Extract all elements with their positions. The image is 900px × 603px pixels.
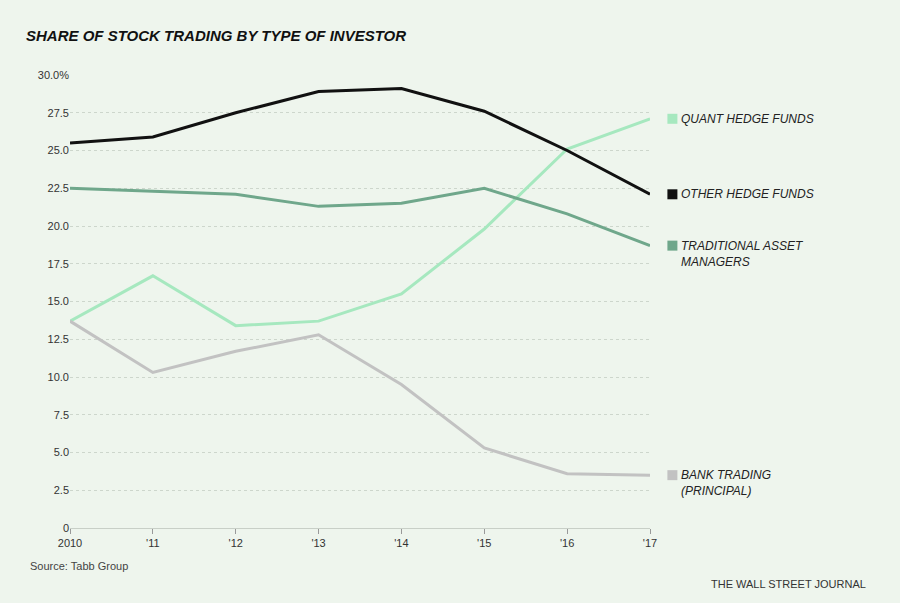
svg-text:SHARE OF STOCK TRADING BY TYPE: SHARE OF STOCK TRADING BY TYPE OF INVEST… [26, 27, 406, 44]
svg-text:THE WALL STREET JOURNAL: THE WALL STREET JOURNAL [711, 578, 866, 590]
svg-text:'17: '17 [643, 537, 657, 549]
svg-text:'12: '12 [229, 537, 243, 549]
svg-text:7.5: 7.5 [54, 409, 69, 421]
svg-text:20.0: 20.0 [48, 220, 69, 232]
svg-text:2010: 2010 [58, 537, 82, 549]
svg-text:'11: '11 [146, 537, 160, 549]
svg-text:10.0: 10.0 [48, 371, 69, 383]
svg-text:'15: '15 [477, 537, 491, 549]
svg-text:0: 0 [63, 522, 69, 534]
svg-text:'14: '14 [394, 537, 408, 549]
svg-text:'13: '13 [311, 537, 325, 549]
svg-text:12.5: 12.5 [48, 333, 69, 345]
svg-text:'16: '16 [560, 537, 574, 549]
svg-text:BANK TRADING(PRINCIPAL): BANK TRADING(PRINCIPAL) [681, 468, 771, 498]
svg-text:OTHER HEDGE FUNDS: OTHER HEDGE FUNDS [681, 187, 814, 201]
svg-text:17.5: 17.5 [48, 258, 69, 270]
svg-text:TRADITIONAL ASSETMANAGERS: TRADITIONAL ASSETMANAGERS [681, 239, 804, 269]
svg-text:27.5: 27.5 [48, 107, 69, 119]
svg-text:QUANT HEDGE FUNDS: QUANT HEDGE FUNDS [681, 112, 814, 126]
svg-text:15.0: 15.0 [48, 295, 69, 307]
svg-text:22.5: 22.5 [48, 182, 69, 194]
svg-text:5.0: 5.0 [54, 446, 69, 458]
svg-text:25.0: 25.0 [48, 144, 69, 156]
svg-text:30.0%: 30.0% [38, 69, 69, 81]
svg-text:Source: Tabb Group: Source: Tabb Group [30, 560, 128, 572]
svg-text:2.5: 2.5 [54, 484, 69, 496]
